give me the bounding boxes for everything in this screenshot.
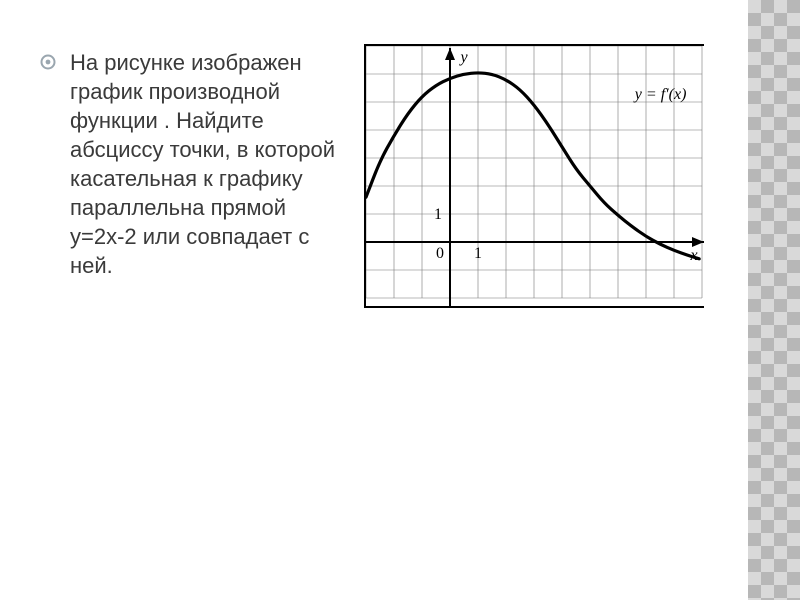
slide-body: На рисунке изображен график производной … [0,0,748,600]
bullet-item: На рисунке изображен график производной … [40,48,340,280]
chart-column: 0 1 1 x y y = f′(x) [364,40,724,576]
svg-text:1: 1 [434,206,442,223]
svg-text:y: y [458,49,468,66]
svg-text:0: 0 [436,245,444,262]
bullet-text: На рисунке изображен график производной … [70,48,340,280]
svg-text:y = f′(x): y = f′(x) [633,86,687,103]
svg-text:1: 1 [474,245,482,262]
svg-text:x: x [689,247,697,264]
checker-sidebar [748,0,800,600]
derivative-chart: 0 1 1 x y y = f′(x) [364,44,704,308]
text-column: На рисунке изображен график производной … [40,40,340,576]
bullet-marker-icon [40,54,56,75]
